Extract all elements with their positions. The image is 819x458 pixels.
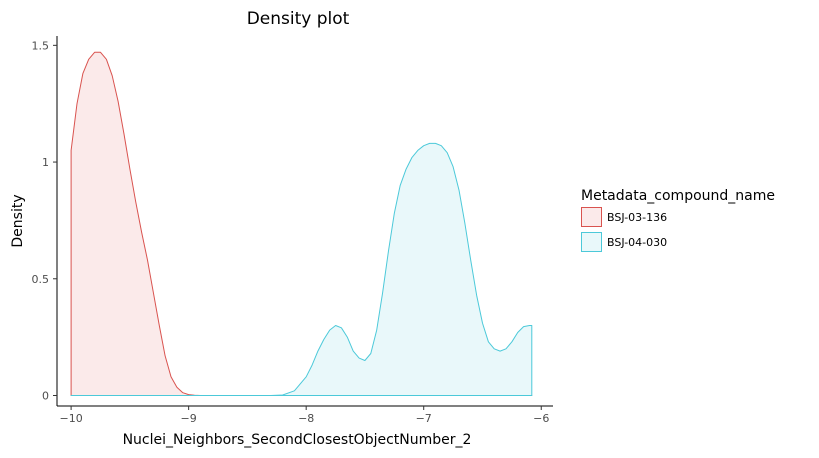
y-tick-label: 0.5 xyxy=(32,273,50,286)
x-tick-label: −9 xyxy=(181,412,197,425)
y-tick-label: 1.5 xyxy=(32,39,50,52)
y-axis-title: Density xyxy=(10,194,26,247)
y-tick-label: 1 xyxy=(42,156,49,169)
density-area-series-2 xyxy=(70,142,533,396)
x-tick-label: −6 xyxy=(533,412,549,425)
legend-label-series-2: BSJ-04-030 xyxy=(607,236,667,249)
x-tick-label: −7 xyxy=(416,412,432,425)
chart-title: Density plot xyxy=(247,9,350,29)
x-axis-ticks: −10 −9 −8 −7 −6 xyxy=(59,406,549,425)
legend-key-series-1 xyxy=(581,207,602,227)
legend: Metadata_compound_name BSJ-03-136 BSJ-04-… xyxy=(581,188,775,252)
plot-area xyxy=(70,51,533,396)
x-axis-title: Nuclei_Neighbors_SecondClosestObjectNumb… xyxy=(123,432,472,448)
x-tick-label: −8 xyxy=(298,412,314,425)
y-tick-label: 0 xyxy=(42,389,49,402)
legend-label-series-1: BSJ-03-136 xyxy=(607,211,667,224)
x-tick-label: −10 xyxy=(59,412,82,425)
legend-items: BSJ-03-136 BSJ-04-030 xyxy=(581,207,667,252)
legend-key-series-2 xyxy=(581,232,602,252)
y-axis-ticks: 0 0.5 1 1.5 xyxy=(32,39,57,402)
legend-title: Metadata_compound_name xyxy=(581,188,775,204)
